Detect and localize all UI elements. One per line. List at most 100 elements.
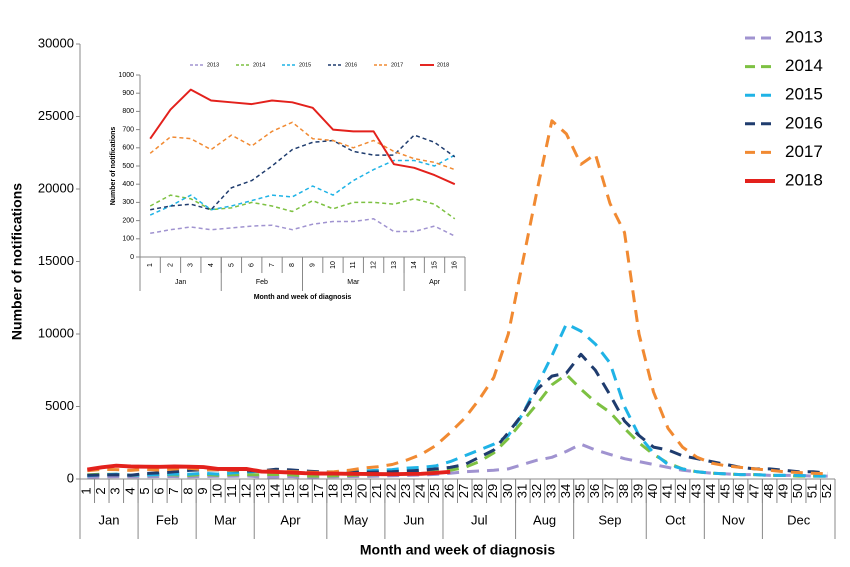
x-tick-label: 2 [93,487,108,494]
x-tick-label: 36 [587,484,602,498]
x-tick-label: 51 [805,484,820,498]
month-label: Jul [471,512,488,527]
legend-label: 2015 [785,85,823,104]
x-tick-label: 19 [340,484,355,498]
month-label: Jun [403,512,424,527]
x-tick-label: 15 [431,261,438,269]
x-tick-label: 7 [269,263,276,267]
legend-label: 2016 [345,62,357,68]
y-tick-label: 100 [122,236,134,243]
x-tick-label: 11 [224,484,239,498]
series-line [150,134,456,211]
series-line [149,88,456,186]
x-tick-label: 4 [122,487,137,494]
x-tick-label: 20 [355,484,370,498]
x-tick-label: 13 [391,261,398,269]
x-tick-label: 1 [79,487,94,494]
x-tick-label: 10 [209,484,224,498]
x-tick-label: 37 [601,484,616,498]
x-tick-label: 25 [427,484,442,498]
month-label: Jan [175,279,186,286]
x-tick-label: 6 [151,487,166,494]
y-tick-label: 400 [122,181,134,188]
x-tick-label: 39 [630,484,645,498]
series-line [149,121,456,171]
x-tick-label: 22 [384,484,399,498]
x-tick-label: 29 [485,484,500,498]
x-tick-label: 16 [452,261,459,269]
x-tick-label: 32 [529,484,544,498]
y-tick-label: 5000 [45,398,74,413]
x-tick-label: 5 [228,263,235,267]
x-tick-label: 44 [703,484,718,498]
x-tick-label: 5 [137,487,152,494]
legend-label: 2015 [299,62,311,68]
x-tick-label: 26 [442,484,457,498]
month-label: Feb [256,279,268,286]
month-label: Feb [156,512,178,527]
x-tick-label: 18 [326,484,341,498]
series-line [149,194,456,220]
y-tick-label: 200 [122,217,134,224]
x-tick-label: 17 [311,484,326,498]
x-tick-label: 9 [310,263,317,267]
x-tick-label: 10 [330,261,337,269]
legend-label: 2018 [785,170,823,189]
y-tick-label: 500 [122,163,134,170]
series-line [87,352,828,477]
y-tick-label: 10000 [38,325,74,340]
x-tick-label: 6 [249,263,256,267]
y-tick-label: 15000 [38,253,74,268]
legend-label: 2014 [785,56,823,75]
x-tick-label: 8 [180,487,195,494]
x-tick-label: 12 [238,484,253,498]
legend-label: 2018 [437,62,449,68]
month-label: Sep [598,512,621,527]
legend-label: 2017 [391,62,403,68]
month-label: Aug [533,512,556,527]
legend-label: 2014 [253,62,265,68]
y-tick-label: 900 [122,90,134,97]
x-tick-label: 52 [819,484,834,498]
x-tick-label: 23 [398,484,413,498]
y-tick-label: 0 [130,254,134,261]
x-tick-label: 42 [674,484,689,498]
x-tick-label: 30 [500,484,515,498]
y-tick-label: 600 [122,145,134,152]
x-tick-label: 46 [732,484,747,498]
inset-background [100,55,475,309]
y-tick-label: 800 [122,108,134,115]
x-tick-label: 41 [659,484,674,498]
month-label: Nov [722,512,746,527]
month-label: Apr [429,279,441,286]
month-label: Jan [99,512,120,527]
y-axis-title: Number of notifications [110,127,117,206]
x-tick-label: 8 [289,263,296,267]
x-tick-label: 27 [456,484,471,498]
y-tick-label: 0 [67,470,74,485]
x-tick-label: 1 [147,263,154,267]
x-tick-label: 2 [167,263,174,267]
y-tick-label: 300 [122,199,134,206]
x-axis-title: Month and week of diagnosis [254,294,352,301]
month-label: Mar [214,512,237,527]
x-tick-label: 24 [413,484,428,498]
x-tick-label: 31 [514,484,529,498]
x-tick-label: 4 [208,263,215,267]
x-tick-label: 34 [558,484,573,498]
x-tick-label: 33 [543,484,558,498]
x-tick-label: 47 [747,484,762,498]
legend-label: 2017 [785,142,823,161]
series-line [150,218,456,237]
legend-label: 2016 [785,113,823,132]
x-tick-label: 21 [369,484,384,498]
y-tick-label: 25000 [38,108,74,123]
y-tick-label: 1000 [118,72,134,79]
y-tick-label: 30000 [38,35,74,50]
x-tick-label: 11 [350,261,357,268]
x-tick-label: 16 [296,484,311,498]
y-tick-label: 700 [122,126,134,133]
x-tick-label: 40 [645,484,660,498]
month-label: Oct [665,512,686,527]
